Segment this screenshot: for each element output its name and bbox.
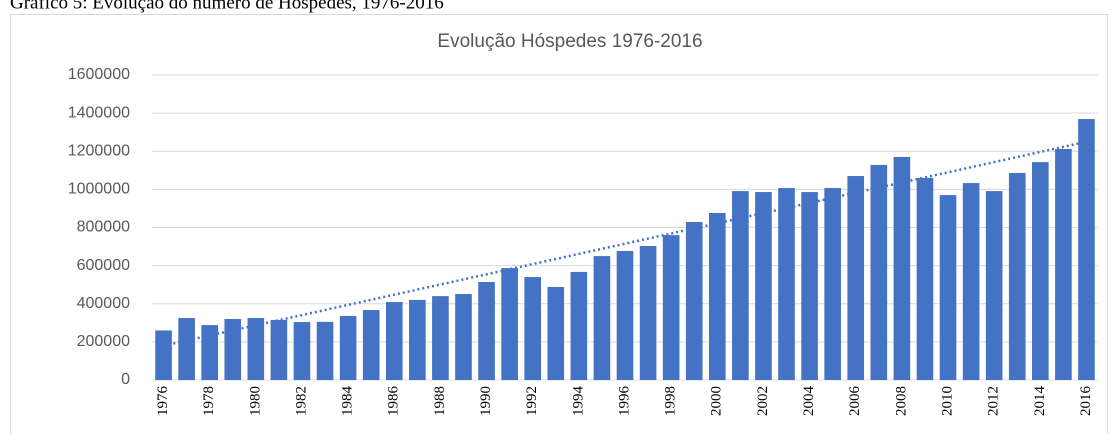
- bar: [870, 164, 888, 380]
- x-tick-label: 1992: [524, 386, 540, 416]
- bar: [593, 256, 611, 380]
- bar: [824, 188, 841, 380]
- bar: [455, 294, 472, 380]
- x-tick-label: 2016: [1078, 386, 1094, 417]
- y-tick-label: 200000: [77, 333, 130, 350]
- x-tick-label: 1986: [386, 386, 402, 417]
- bar: [1008, 172, 1026, 380]
- bar: [201, 325, 218, 380]
- bar: [616, 250, 634, 380]
- bar: [1055, 148, 1072, 380]
- y-tick-label: 1000000: [68, 181, 130, 198]
- bar: [155, 330, 172, 380]
- bar: [385, 302, 403, 380]
- x-tick-label: 1996: [616, 386, 632, 417]
- x-tick-label: 1998: [663, 386, 679, 416]
- y-tick-label: 1600000: [68, 66, 130, 83]
- x-tick-label: 1980: [247, 386, 263, 416]
- bar: [778, 188, 795, 380]
- bar: [639, 245, 657, 380]
- bar: [732, 191, 749, 380]
- chart-border: [10, 14, 1108, 434]
- bar: [178, 318, 195, 380]
- y-tick-label: 0: [121, 371, 130, 388]
- caption: Gráfico 5: Evolução do número de Hóspede…: [10, 0, 444, 13]
- bar: [270, 319, 288, 380]
- y-tick-label: 1200000: [68, 142, 130, 159]
- x-tick-label: 1994: [570, 386, 586, 417]
- y-tick-label: 600000: [77, 257, 130, 274]
- bar: [985, 191, 1003, 380]
- bar: [293, 322, 311, 380]
- bar: [662, 235, 680, 380]
- y-tick-label: 800000: [77, 219, 130, 236]
- x-tick-label: 1976: [155, 386, 171, 417]
- chart-title: Evolução Hóspedes 1976-2016: [437, 31, 702, 52]
- x-tick-label: 2002: [755, 386, 771, 416]
- x-tick-label: 2000: [709, 386, 725, 416]
- bar: [1078, 119, 1095, 381]
- y-tick-label: 1400000: [68, 104, 130, 121]
- x-tick-label: 1978: [201, 386, 217, 416]
- bar: [339, 315, 357, 380]
- bar: [939, 195, 957, 380]
- bar: [962, 183, 980, 380]
- bar: [478, 282, 495, 380]
- bar: [847, 176, 865, 380]
- bar: [685, 221, 703, 380]
- bar: [524, 277, 542, 380]
- x-tick-label: 2004: [801, 386, 817, 417]
- bar: [432, 296, 449, 380]
- x-tick-label: 2010: [939, 386, 955, 416]
- x-tick-label: 1988: [432, 386, 448, 416]
- bar: [755, 192, 772, 380]
- bar: [708, 213, 726, 380]
- bar: [362, 310, 380, 380]
- x-tick-label: 1982: [293, 386, 309, 416]
- bar: [570, 271, 588, 380]
- x-tick-label: 2006: [847, 386, 863, 417]
- bar: [893, 156, 911, 380]
- x-tick-label: 2008: [893, 386, 909, 416]
- bar: [247, 318, 265, 380]
- x-tick-label: 1990: [478, 386, 494, 416]
- x-tick-label: 1984: [340, 386, 356, 417]
- x-tick-label: 2012: [986, 386, 1002, 416]
- bar: [547, 286, 565, 380]
- bar: [1032, 162, 1049, 380]
- bar: [409, 299, 426, 380]
- x-tick-label: 2014: [1032, 386, 1048, 417]
- bar: [224, 319, 242, 380]
- bar: [501, 268, 518, 380]
- y-tick-label: 400000: [77, 295, 130, 312]
- bar: [316, 321, 334, 380]
- bar: [801, 192, 818, 380]
- bar: [916, 177, 934, 380]
